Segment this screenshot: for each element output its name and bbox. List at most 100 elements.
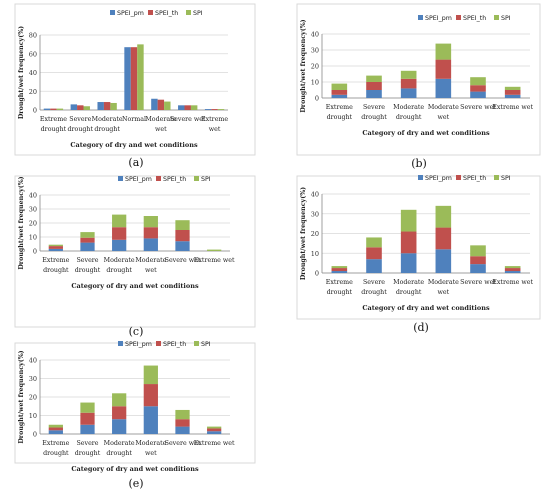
bar-spi bbox=[470, 245, 486, 257]
category-label: Extreme drought bbox=[326, 279, 353, 296]
bar-spei-pm bbox=[366, 90, 382, 98]
category-label: Extreme drought bbox=[42, 257, 69, 274]
bar-spei-pm bbox=[331, 271, 348, 273]
x-axis-title: Category of dry and wet conditions bbox=[362, 304, 490, 312]
bar-spi bbox=[400, 209, 417, 232]
bar-spei-th bbox=[331, 90, 348, 95]
bar-spi bbox=[110, 102, 117, 110]
bar-spei-th bbox=[77, 105, 84, 110]
category-label: Extreme wet bbox=[492, 104, 533, 111]
y-tick-label: 0 bbox=[315, 95, 319, 103]
bar-spi bbox=[435, 205, 452, 228]
category-label: Severe wet bbox=[165, 257, 201, 264]
bar-spei-pm bbox=[48, 430, 63, 434]
legend-swatch bbox=[118, 176, 123, 181]
bar-spi bbox=[504, 86, 521, 90]
bar-spi bbox=[80, 402, 95, 413]
panel-label: (d) bbox=[413, 321, 429, 334]
y-tick-label: 20 bbox=[311, 230, 319, 238]
bar-spi bbox=[366, 75, 382, 82]
bar-spi bbox=[48, 424, 63, 428]
bar-spei-th bbox=[207, 428, 222, 432]
bar-spei-pm bbox=[112, 239, 127, 251]
bar-spi bbox=[143, 365, 158, 385]
legend-swatch bbox=[494, 175, 499, 180]
y-tick-label: 30 bbox=[29, 206, 37, 214]
bar-spei-pm bbox=[400, 88, 417, 98]
bar-spei-pm bbox=[124, 47, 131, 110]
bar-spei-th bbox=[112, 406, 127, 420]
bar-spei-th bbox=[366, 247, 382, 260]
legend-label: SPEI_th bbox=[463, 15, 486, 22]
legend-label: SPEI_th bbox=[155, 10, 178, 17]
legend-swatch bbox=[194, 176, 199, 181]
y-tick-label: 60 bbox=[29, 50, 37, 58]
category-label: Severe drought bbox=[361, 279, 387, 296]
legend-swatch bbox=[418, 15, 423, 20]
legend-swatch bbox=[456, 175, 461, 180]
legend-label: SPI bbox=[501, 15, 511, 22]
bar-spi bbox=[112, 393, 127, 407]
bar-spei-pm bbox=[80, 242, 95, 251]
bar-spei-pm bbox=[151, 98, 158, 110]
bar-spi bbox=[175, 220, 190, 230]
y-tick-label: 10 bbox=[311, 79, 319, 87]
panel-label: (c) bbox=[129, 325, 144, 338]
legend-swatch bbox=[194, 341, 199, 346]
legend-label: SPEI_pm bbox=[117, 10, 144, 17]
bar-spei-th bbox=[175, 419, 190, 427]
bar-spei-pm bbox=[435, 249, 452, 273]
bar-spi bbox=[112, 214, 127, 228]
bar-spei-th bbox=[331, 268, 348, 272]
y-axis-title: Drought/wet frequency(%) bbox=[18, 176, 25, 269]
y-tick-label: 0 bbox=[33, 107, 37, 115]
bar-spei-th bbox=[80, 412, 95, 425]
bar-spi bbox=[435, 43, 452, 60]
panel-label: (a) bbox=[128, 156, 143, 169]
bar-spei-pm bbox=[504, 94, 521, 98]
category-label: Moderate wet bbox=[135, 257, 166, 274]
y-tick-label: 40 bbox=[311, 191, 319, 199]
legend-label: SPI bbox=[201, 341, 211, 348]
x-axis-title: Category of dry and wet conditions bbox=[71, 465, 199, 473]
bar-spi bbox=[207, 249, 222, 251]
category-label: Severe wet bbox=[170, 116, 206, 123]
chart-panel-1: 0 10 20 30 40 Extreme drought Severe drought Mode… bbox=[296, 3, 541, 170]
legend-swatch bbox=[456, 15, 461, 20]
bar-spei-th bbox=[130, 47, 138, 110]
category-label: Severe wet bbox=[165, 440, 201, 447]
bar-spi bbox=[175, 409, 190, 420]
legend-label: SPEI_th bbox=[163, 341, 186, 348]
bar-spei-pm bbox=[70, 104, 78, 110]
legend-label: SPEI_pm bbox=[125, 176, 152, 183]
bar-spei-th bbox=[470, 256, 486, 265]
bar-spei-th bbox=[504, 90, 521, 95]
y-axis-title: Drought/wet frequency(%) bbox=[18, 350, 25, 443]
y-tick-label: 30 bbox=[29, 375, 37, 383]
legend-label: SPEI_pm bbox=[125, 341, 152, 348]
category-label: Severe drought bbox=[361, 104, 387, 121]
bar-spei-th bbox=[175, 230, 190, 242]
y-tick-label: 40 bbox=[29, 357, 37, 365]
chart-panel-3: 0 10 20 30 40 Extreme drought Severe drought Mode… bbox=[296, 175, 541, 334]
bar-spei-pm bbox=[470, 264, 486, 273]
bar-spei-pm bbox=[143, 406, 158, 434]
panel-label: (b) bbox=[411, 157, 427, 170]
bar-spei-th bbox=[400, 78, 417, 89]
category-label: Moderate drought bbox=[393, 104, 424, 121]
y-tick-label: 40 bbox=[29, 192, 37, 200]
bar-spei-pm bbox=[43, 108, 51, 110]
legend-swatch bbox=[418, 175, 423, 180]
bar-spi bbox=[366, 237, 382, 248]
category-label: Extreme drought bbox=[40, 116, 67, 133]
bar-spei-pm bbox=[470, 91, 486, 98]
bar-spei-th bbox=[143, 227, 158, 239]
category-label: Moderate wet bbox=[135, 440, 166, 457]
y-tick-label: 0 bbox=[315, 270, 319, 278]
bar-spei-th bbox=[366, 82, 382, 90]
category-label: Extreme drought bbox=[42, 440, 69, 457]
legend-label: SPEI_th bbox=[463, 175, 486, 182]
bar-spei-th bbox=[400, 231, 417, 254]
